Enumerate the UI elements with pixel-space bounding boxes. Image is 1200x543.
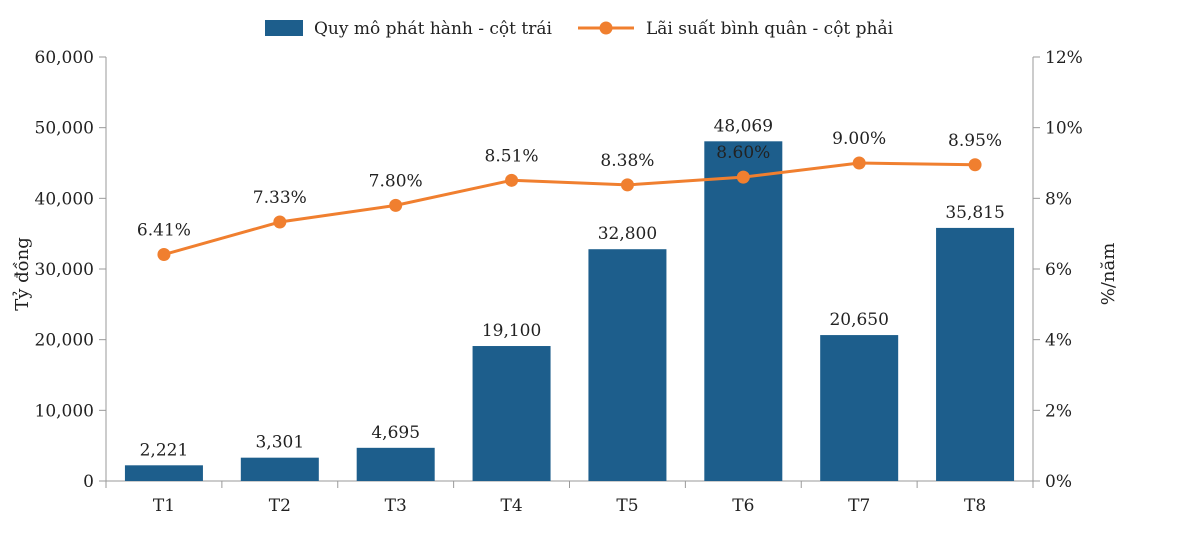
x-tick-label: T6 <box>732 496 754 516</box>
line-point <box>968 158 982 172</box>
line-series <box>163 161 976 256</box>
x-tick-label: T5 <box>616 496 638 516</box>
bar-value-label: 20,650 <box>829 310 888 330</box>
line-value-label: 8.95% <box>948 131 1002 151</box>
legend-bar-label: Quy mô phát hành - cột trái <box>314 19 552 39</box>
line-value-label: 7.33% <box>253 188 307 208</box>
bar <box>124 465 203 481</box>
line-group: 6.41% 7.33% 7.80% 8.51% 8.38% 8.60% 9.00% 8.95% <box>137 129 1002 262</box>
bar <box>588 249 667 481</box>
left-axis-title: Tỷ đồng <box>12 237 33 311</box>
left-tick-label: 60,000 <box>35 48 94 68</box>
bars-group: 2,221 3,301 4,695 19,100 32,800 48,069 20,650 3… <box>124 116 1015 482</box>
line-value-label: 7.80% <box>369 171 423 191</box>
bar-value-label: 3,301 <box>255 433 304 453</box>
line-point <box>852 156 866 170</box>
legend-line-label: Lãi suất bình quân - cột phải <box>646 19 894 39</box>
right-tick-label: 6% <box>1045 260 1072 280</box>
right-tick-label: 8% <box>1045 189 1072 209</box>
line-point <box>157 248 171 262</box>
line-point <box>273 215 287 229</box>
bar <box>704 141 783 482</box>
line-value-label: 8.38% <box>600 151 654 171</box>
line-value-label: 9.00% <box>832 129 886 149</box>
line-value-label: 6.41% <box>137 221 191 241</box>
x-tick-label: T1 <box>153 496 175 516</box>
bar <box>240 457 319 481</box>
bar-value-label: 2,221 <box>140 440 189 460</box>
left-tick-label: 10,000 <box>35 401 94 421</box>
bar-value-label: 4,695 <box>371 423 420 443</box>
bar <box>472 346 551 481</box>
x-tick-label: T2 <box>269 496 291 516</box>
line-point <box>736 170 750 184</box>
left-tick-label: 50,000 <box>35 119 94 139</box>
legend-bar-swatch <box>265 20 303 36</box>
bar <box>356 447 435 481</box>
bar-value-label: 48,069 <box>714 116 773 136</box>
line-value-label: 8.60% <box>716 143 770 163</box>
right-tick-label: 0% <box>1045 472 1072 492</box>
line-point <box>389 198 403 212</box>
axes: 0 10,000 20,000 30,000 40,000 50,000 60,000 0% 2… <box>12 48 1119 516</box>
line-point <box>620 178 634 192</box>
right-tick-label: 10% <box>1045 119 1083 139</box>
x-tick-label: T8 <box>964 496 986 516</box>
x-tick-label: T7 <box>848 496 870 516</box>
bar-value-label: 35,815 <box>945 203 1004 223</box>
bar-value-label: 19,100 <box>482 321 541 341</box>
x-tick-label: T3 <box>385 496 407 516</box>
right-tick-label: 12% <box>1045 48 1083 68</box>
bar <box>936 227 1015 481</box>
right-tick-label: 2% <box>1045 401 1072 421</box>
legend-line-marker <box>599 21 613 35</box>
left-tick-label: 20,000 <box>35 331 94 351</box>
bar <box>820 335 899 481</box>
left-tick-label: 30,000 <box>35 260 94 280</box>
right-tick-label: 4% <box>1045 331 1072 351</box>
left-tick-label: 0 <box>83 472 94 492</box>
right-axis-title: %/năm <box>1098 243 1119 306</box>
legend: Quy mô phát hành - cột trái Lãi suất bình… <box>265 19 894 39</box>
bar-value-label: 32,800 <box>598 224 657 244</box>
line-point <box>505 173 519 187</box>
line-value-label: 8.51% <box>485 146 539 166</box>
left-tick-label: 40,000 <box>35 189 94 209</box>
x-tick-label: T4 <box>500 496 522 516</box>
